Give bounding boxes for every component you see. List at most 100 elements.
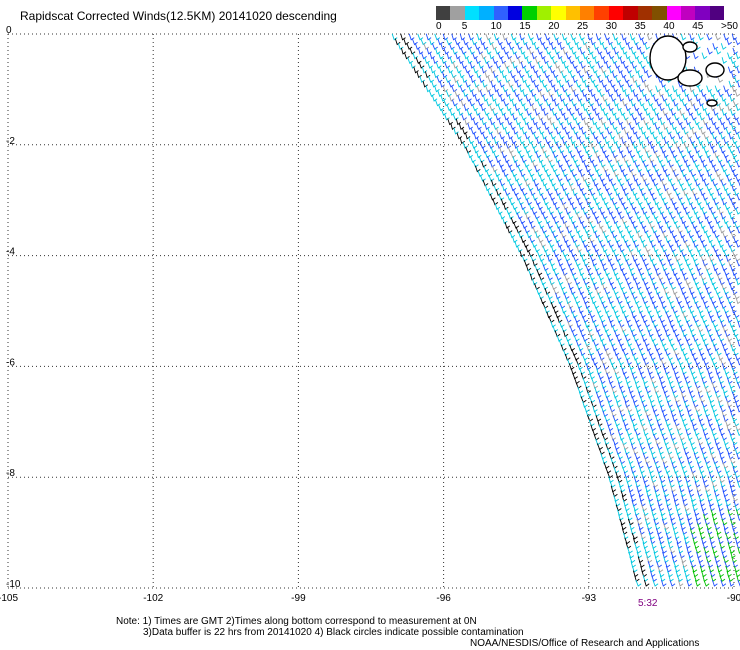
wind-barb	[626, 179, 633, 187]
wind-barb	[705, 184, 712, 192]
wind-barb	[648, 113, 654, 121]
wind-barb	[693, 52, 699, 60]
wind-barb	[699, 330, 705, 338]
colorbar-swatch	[623, 6, 638, 20]
wind-barb	[542, 212, 549, 220]
wind-barb	[497, 52, 504, 60]
wind-barb	[594, 386, 600, 394]
wind-barb	[506, 118, 513, 126]
wind-barb	[629, 250, 636, 258]
wind-barb	[588, 236, 595, 244]
wind-barb	[697, 325, 704, 333]
wind-barb	[683, 141, 690, 149]
wind-barb	[716, 292, 723, 300]
wind-barb	[453, 127, 459, 135]
wind-barb	[643, 579, 650, 587]
wind-barb	[733, 189, 740, 196]
wind-barb	[614, 499, 621, 507]
wind-barb	[573, 316, 580, 324]
wind-barb	[674, 221, 681, 229]
wind-barb	[552, 231, 558, 239]
wind-barb	[677, 80, 684, 88]
wind-barb	[579, 170, 586, 178]
wind-barb	[409, 47, 416, 55]
wind-barb	[577, 71, 585, 79]
wind-barb	[643, 513, 650, 521]
wind-barb	[577, 123, 584, 130]
wind-barb	[673, 499, 680, 507]
wind-barb	[624, 174, 630, 182]
wind-barb	[706, 415, 713, 422]
wind-barb	[715, 528, 722, 535]
wind-barb	[699, 156, 706, 163]
wind-barb	[602, 363, 609, 371]
wind-barb	[677, 513, 684, 521]
wind-barb	[693, 259, 700, 267]
wind-barb	[570, 250, 577, 258]
wind-barb	[570, 47, 577, 55]
wind-barb	[643, 226, 649, 234]
wind-barb	[567, 146, 573, 154]
wind-barb	[669, 546, 676, 554]
wind-barb	[729, 283, 735, 291]
wind-barb	[597, 156, 604, 163]
wind-barb	[672, 415, 678, 422]
wind-barb	[556, 240, 563, 248]
wind-barb	[656, 419, 663, 427]
wind-barb	[662, 123, 669, 130]
wind-barb	[637, 556, 644, 564]
wind-barb	[533, 43, 540, 50]
wind-barb	[615, 424, 622, 432]
wind-barb	[724, 499, 731, 507]
wind-barb	[609, 480, 616, 488]
wind-barb	[425, 33, 432, 41]
wind-barb	[692, 537, 698, 545]
wind-barb	[736, 193, 740, 201]
wind-barb	[655, 217, 662, 225]
wind-barb	[489, 52, 495, 60]
wind-barb	[585, 108, 592, 116]
wind-barb	[710, 476, 716, 484]
wind-barb	[465, 94, 472, 102]
wind-barb	[731, 462, 738, 470]
wind-barb	[587, 170, 595, 178]
wind-barb	[634, 259, 640, 267]
wind-barb	[537, 236, 544, 244]
wind-barb	[502, 85, 509, 93]
wind-barb	[720, 339, 727, 347]
wind-barb	[652, 94, 659, 102]
wind-barb	[555, 292, 561, 300]
wind-barb	[592, 429, 598, 437]
colorbar-swatch	[551, 6, 566, 20]
wind-barb	[464, 66, 471, 74]
y-tick-label: -6	[6, 357, 15, 368]
wind-barb	[639, 61, 646, 69]
wind-barb	[719, 226, 725, 234]
wind-barb	[623, 254, 630, 262]
wind-barb	[734, 141, 740, 149]
wind-barb	[595, 287, 602, 295]
wind-barb	[595, 151, 601, 159]
wind-barb	[472, 66, 479, 74]
wind-barb	[685, 259, 691, 267]
wind-barb	[596, 367, 602, 375]
wind-barb	[626, 546, 633, 554]
wind-barb	[514, 52, 521, 60]
wind-barb	[595, 269, 602, 276]
wind-barb	[584, 132, 590, 140]
wind-barb	[686, 146, 692, 154]
wind-barb	[737, 513, 740, 521]
wind-barb	[688, 151, 695, 159]
wind-barb	[672, 367, 679, 375]
wind-barb	[615, 504, 622, 512]
wind-barb	[570, 367, 577, 375]
wind-barb	[590, 174, 597, 182]
wind-barb	[546, 311, 552, 319]
wind-barb	[644, 302, 650, 309]
wind-barb	[663, 556, 669, 564]
wind-barb	[593, 283, 599, 291]
wind-barb	[481, 160, 487, 168]
wind-barb	[648, 273, 655, 281]
wind-barb	[417, 47, 424, 55]
